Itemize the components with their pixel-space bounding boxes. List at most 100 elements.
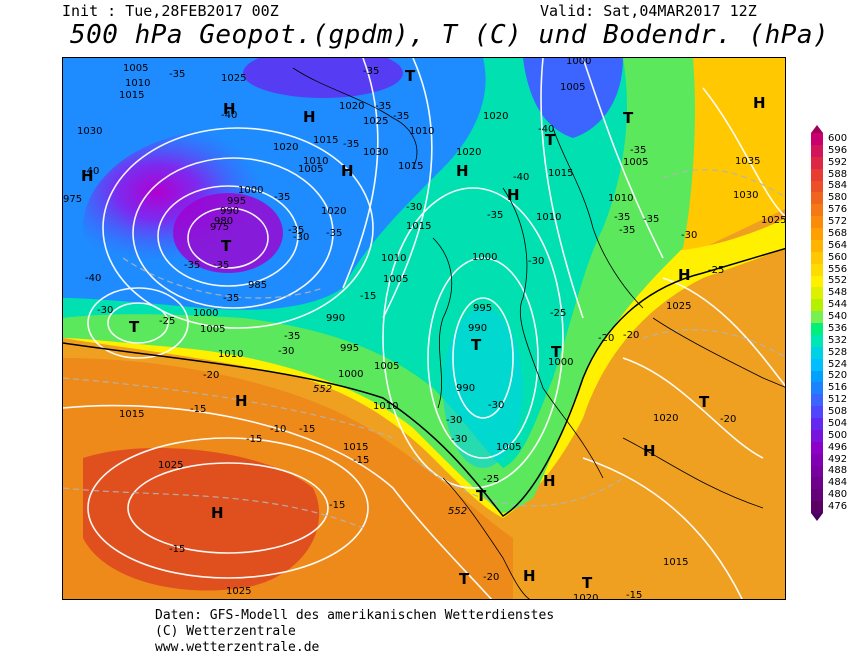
pressure-label: 990 xyxy=(456,383,475,394)
colorbar-label: 564 xyxy=(828,239,848,251)
pressure-label: 990 xyxy=(468,323,487,334)
colorbar-label: 600 xyxy=(828,132,848,144)
temp-label: -30 xyxy=(97,305,113,316)
colorbar xyxy=(811,133,823,513)
chart-title: 500 hPa Geopot.(gpdm), T (C) und Bodendr… xyxy=(70,20,830,50)
weather-map: 1005 1010 1015 1025 1030 975 1020 1025 1… xyxy=(62,57,786,600)
colorbar-swatch xyxy=(811,346,823,359)
colorbar-label: 480 xyxy=(828,489,848,501)
pressure-label: 1025 xyxy=(158,460,183,471)
pressure-label: 975 xyxy=(63,194,82,205)
colorbar-label: 492 xyxy=(828,453,848,465)
temp-label: -25 xyxy=(159,316,175,327)
isotherms xyxy=(63,169,785,529)
pressure-label: 1015 xyxy=(406,221,431,232)
pressure-label: 1010 xyxy=(536,212,561,223)
pressure-label: 1025 xyxy=(666,301,691,312)
footer-website[interactable]: www.wetterzentrale.de xyxy=(155,640,320,655)
colorbar-swatch xyxy=(811,382,823,395)
pressure-label: 1005 xyxy=(623,157,648,168)
temp-label: -30 xyxy=(406,202,422,213)
colorbar-label: 508 xyxy=(828,406,848,418)
colorbar-swatch xyxy=(811,334,823,347)
pressure-label: 1015 xyxy=(119,409,144,420)
pressure-labels: 1005 1010 1015 1025 1030 975 1020 1025 1… xyxy=(63,58,785,599)
colorbar-swatch xyxy=(811,489,823,502)
pressure-label: 1020 xyxy=(273,142,298,153)
colorbar-swatch xyxy=(811,180,823,193)
temp-label: -20 xyxy=(483,572,499,583)
temp-label: -40 xyxy=(85,273,101,284)
temp-label: -30 xyxy=(681,230,697,241)
colorbar-label: 588 xyxy=(828,168,848,180)
colorbar-label: 540 xyxy=(828,311,848,323)
colorbar-label: 576 xyxy=(828,204,848,216)
high-marker: H xyxy=(211,504,224,522)
colorbar-label: 496 xyxy=(828,441,848,453)
colorbar-swatch xyxy=(811,323,823,335)
cyan-trough xyxy=(443,308,523,468)
pressure-label: 1015 xyxy=(343,442,368,453)
high-marker: H xyxy=(543,472,556,490)
pressure-label: 1015 xyxy=(313,135,338,146)
pressure-label: 1025 xyxy=(363,116,388,127)
purple-north xyxy=(243,58,403,98)
colorbar-label: 488 xyxy=(828,465,848,477)
temp-label: -35 xyxy=(326,228,342,239)
temp-label: -40 xyxy=(513,172,529,183)
temp-label: -35 xyxy=(213,260,229,271)
temp-label: -35 xyxy=(274,192,290,203)
colorbar-bottom-arrow xyxy=(811,513,823,521)
pressure-label: 1030 xyxy=(363,147,388,158)
temp-label: -40 xyxy=(538,124,554,135)
valid-time: Valid: Sat,04MAR2017 12Z xyxy=(540,2,757,20)
pressure-label: 1020 xyxy=(456,147,481,158)
temp-label: -20 xyxy=(203,370,219,381)
footer-data-source: Daten: GFS-Modell des amerikanischen Wet… xyxy=(155,608,555,623)
colorbar-swatch xyxy=(811,168,823,181)
coastlines xyxy=(292,67,785,599)
temp-label: -35 xyxy=(288,225,304,236)
low-marker: T xyxy=(699,393,710,411)
colorbar-label: 560 xyxy=(828,251,848,263)
temp-label: -35 xyxy=(284,331,300,342)
pressure-label: 1010 xyxy=(409,126,434,137)
pressure-label: 1015 xyxy=(548,168,573,179)
red-south xyxy=(83,448,320,591)
colorbar-label: 580 xyxy=(828,192,848,204)
high-marker: H xyxy=(341,162,354,180)
colorbar-label: 524 xyxy=(828,358,848,370)
pressure-label: 1020 xyxy=(321,206,346,217)
low-marker: T xyxy=(551,343,562,361)
pressure-label: 1020 xyxy=(339,101,364,112)
temp-label: -25 xyxy=(483,474,499,485)
isobars xyxy=(63,58,785,599)
colorbar-label: 516 xyxy=(828,382,848,394)
pressure-label: 1010 xyxy=(373,401,398,412)
low-marker: T xyxy=(459,570,470,588)
high-marker: H xyxy=(678,266,691,284)
high-marker: H xyxy=(81,167,94,185)
colorbar-label: 572 xyxy=(828,216,848,228)
temp-label: -15 xyxy=(190,404,206,415)
temp-label: -20 xyxy=(720,414,736,425)
pressure-label: 1030 xyxy=(77,126,102,137)
high-marker: H xyxy=(303,108,316,126)
pressure-label: 1000 xyxy=(238,185,263,196)
pressure-label: 980 xyxy=(214,216,233,227)
colorbar-label: 532 xyxy=(828,334,848,346)
colorbar-swatch xyxy=(811,299,823,312)
pressure-label: 1005 xyxy=(496,442,521,453)
colorbar-label: 500 xyxy=(828,429,848,441)
colorbar-label: 568 xyxy=(828,227,848,239)
temp-label: -30 xyxy=(451,434,467,445)
pressure-label: 1005 xyxy=(298,164,323,175)
colorbar-swatch xyxy=(811,204,823,217)
pressure-label: 1025 xyxy=(226,586,251,597)
temp-label: -15 xyxy=(626,590,642,600)
colorbar-swatch xyxy=(811,133,823,145)
colorbar-label: 520 xyxy=(828,370,848,382)
colorbar-label: 536 xyxy=(828,322,848,334)
colorbar-swatch xyxy=(811,441,823,454)
pressure-label: 1000 xyxy=(548,357,573,368)
